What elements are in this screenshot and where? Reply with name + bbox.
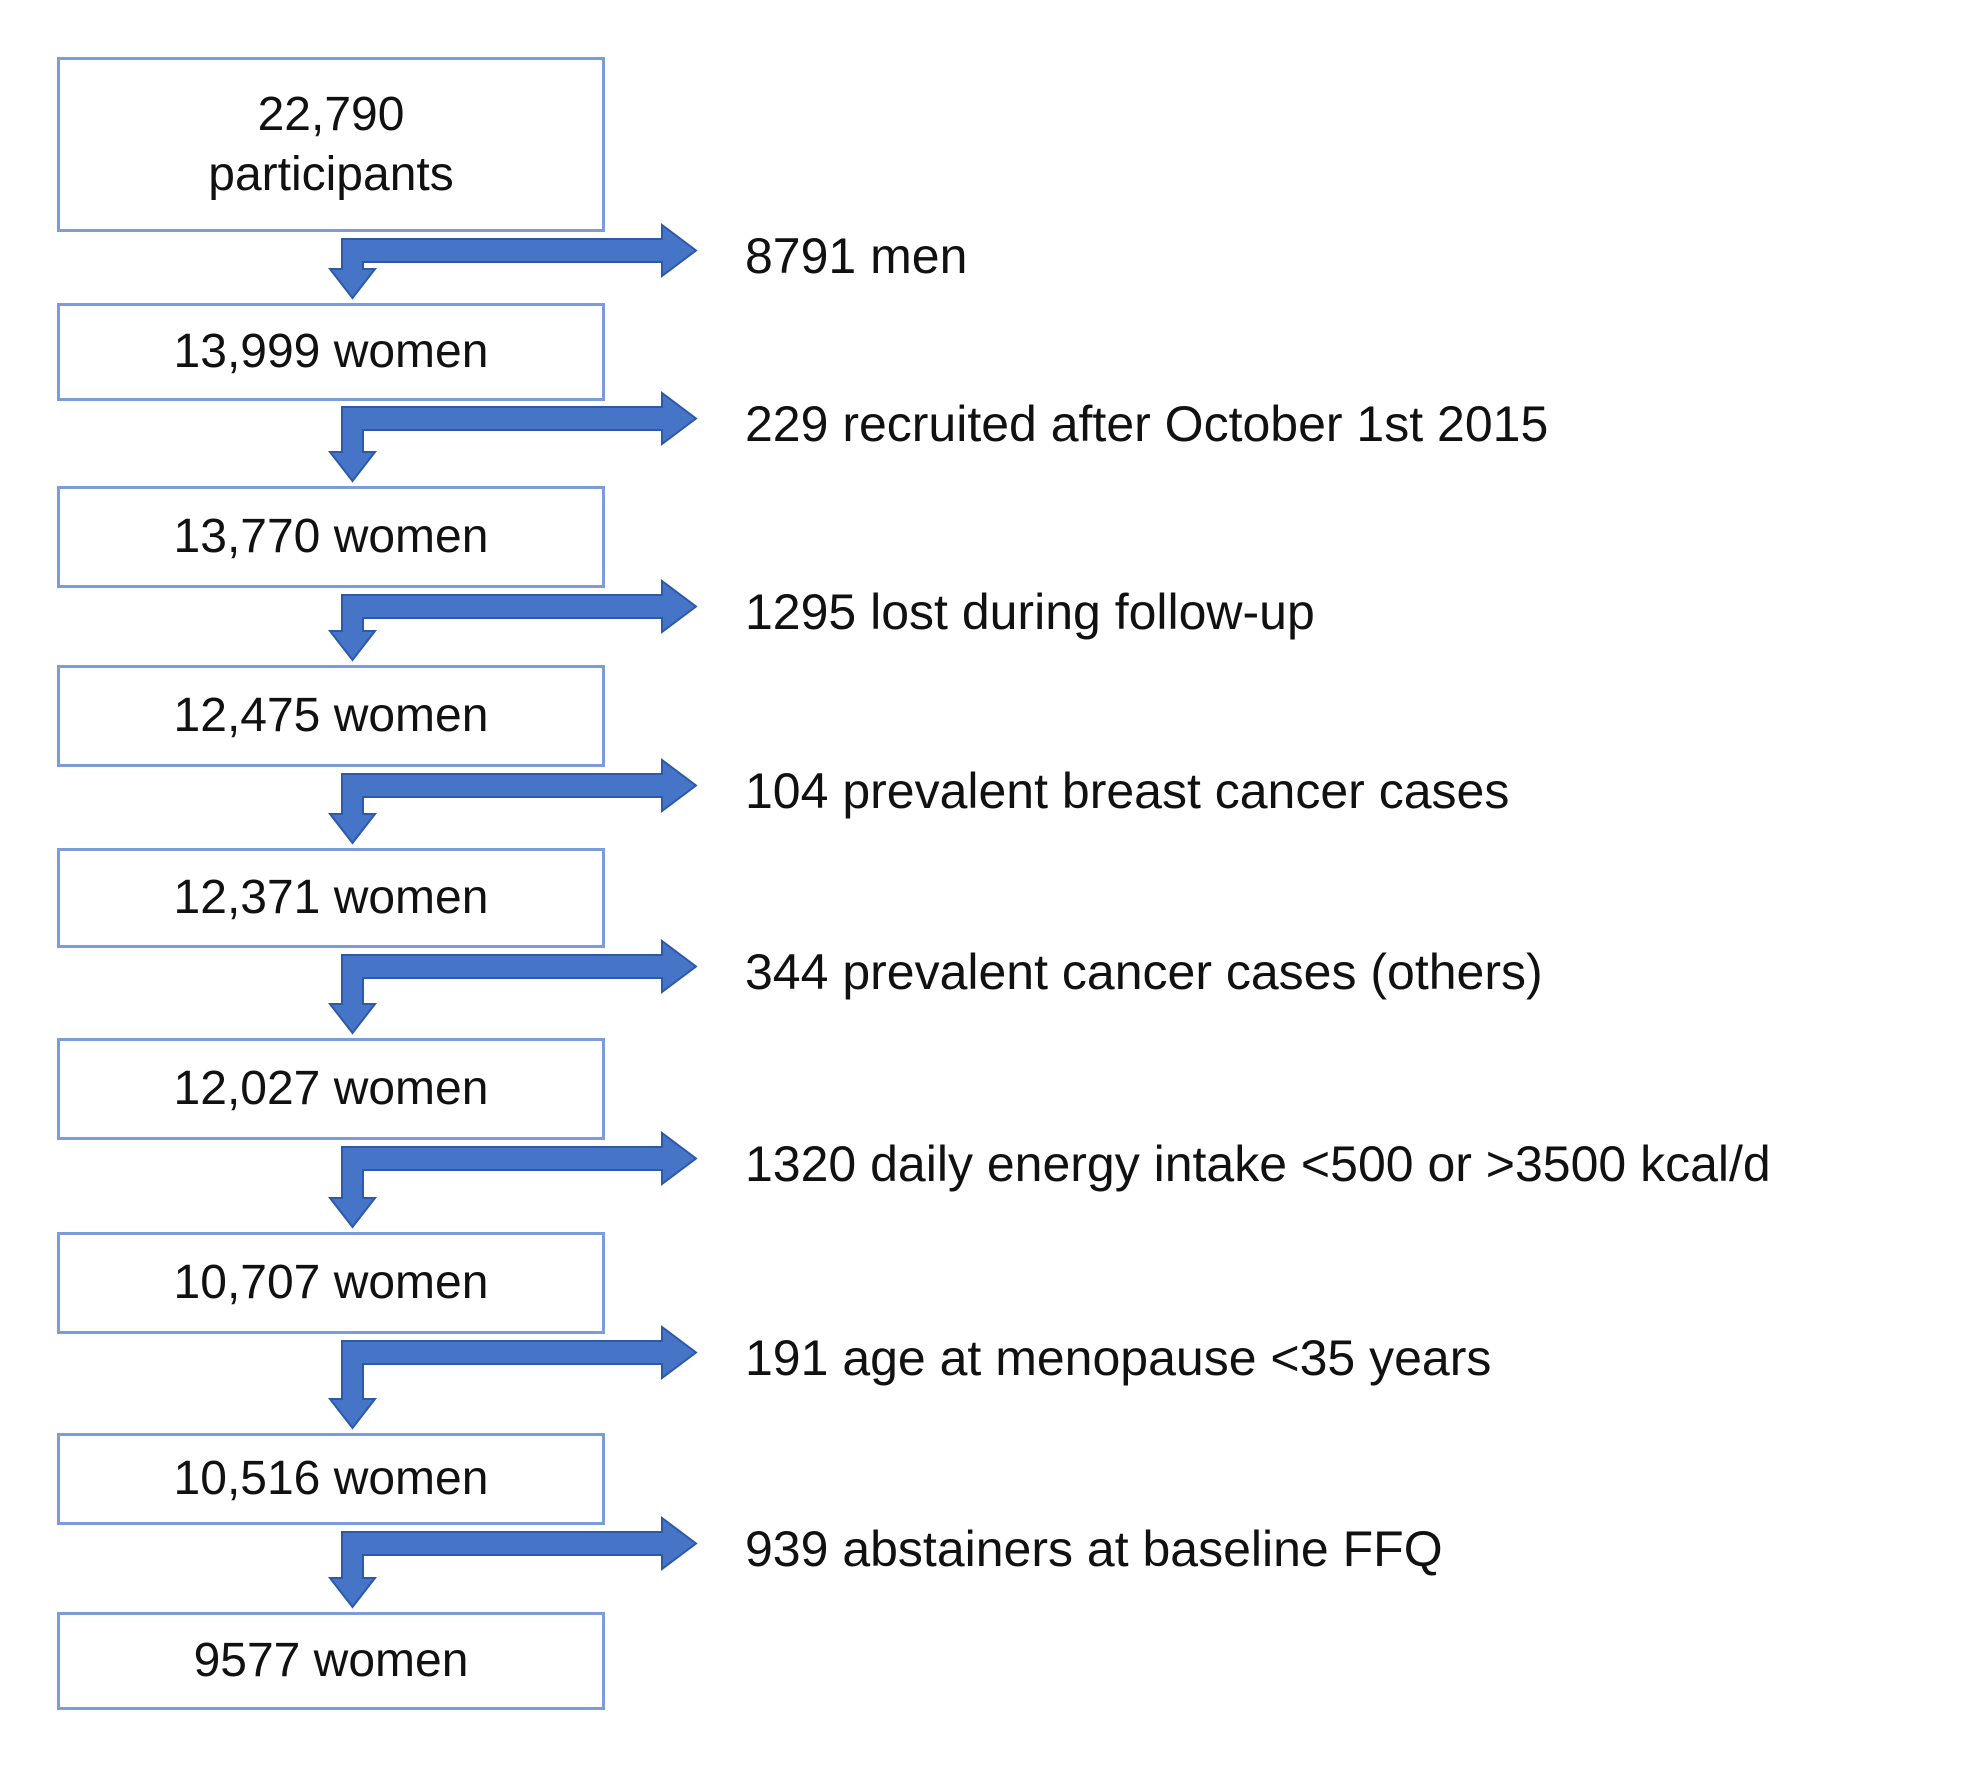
- arrow-shape: [327, 1131, 698, 1229]
- exclusion-label-energy-intake: 1320 daily energy intake <500 or >3500 k…: [745, 1136, 1771, 1192]
- elbow-arrow-icon: [327, 1325, 698, 1430]
- flow-box-women-5: 12,027 women: [57, 1038, 605, 1140]
- elbow-arrow-icon: [327, 758, 698, 845]
- flow-box-women-6: 10,707 women: [57, 1232, 605, 1334]
- flow-box-women-1: 13,999 women: [57, 303, 605, 401]
- arrow-shape: [327, 758, 698, 845]
- exclusion-label-late-recruited: 229 recruited after October 1st 2015: [745, 396, 1549, 452]
- elbow-arrow-icon: [327, 391, 698, 483]
- elbow-arrow-icon: [327, 579, 698, 662]
- elbow-arrow-icon: [327, 939, 698, 1035]
- exclusion-label-men: 8791 men: [745, 228, 968, 284]
- arrow-shape: [327, 1325, 698, 1430]
- flow-box-label: 10,707 women: [173, 1256, 489, 1309]
- flow-box-label: 12,475 women: [173, 689, 489, 742]
- flow-box-label: 13,999 women: [173, 325, 489, 378]
- flow-box-label: 10,516 women: [173, 1452, 489, 1505]
- flow-box-participants: 22,790 participants: [57, 57, 605, 232]
- elbow-arrow-icon: [327, 1516, 698, 1609]
- arrow-shape: [327, 1516, 698, 1609]
- flow-box-women-7: 10,516 women: [57, 1433, 605, 1525]
- flow-box-label: 9577 women: [193, 1634, 469, 1687]
- exclusion-label-menopause-age: 191 age at menopause <35 years: [745, 1330, 1492, 1386]
- flow-box-women-2: 13,770 women: [57, 486, 605, 588]
- flow-box-women-3: 12,475 women: [57, 665, 605, 767]
- arrow-shape: [327, 391, 698, 483]
- flow-box-women-4: 12,371 women: [57, 848, 605, 948]
- flow-box-women-final: 9577 women: [57, 1612, 605, 1710]
- arrow-shape: [327, 579, 698, 662]
- flow-box-label: 22,790 participants: [208, 87, 454, 201]
- flow-box-label: 12,027 women: [173, 1062, 489, 1115]
- exclusion-label-breast-cancer: 104 prevalent breast cancer cases: [745, 763, 1510, 819]
- exclusion-label-lost-followup: 1295 lost during follow-up: [745, 584, 1315, 640]
- exclusion-label-other-cancer: 344 prevalent cancer cases (others): [745, 944, 1543, 1000]
- exclusion-label-abstainers: 939 abstainers at baseline FFQ: [745, 1521, 1443, 1577]
- flow-box-label: 12,371 women: [173, 871, 489, 924]
- arrow-shape: [327, 939, 698, 1035]
- flow-box-label: 13,770 women: [173, 510, 489, 563]
- arrow-shape: [327, 223, 698, 300]
- elbow-arrow-icon: [327, 223, 698, 300]
- elbow-arrow-icon: [327, 1131, 698, 1229]
